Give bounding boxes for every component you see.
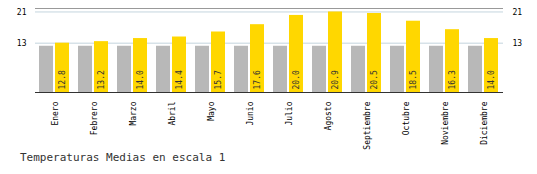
svg-text:Octubre: Octubre xyxy=(402,101,411,135)
svg-text:14.4: 14.4 xyxy=(175,70,184,89)
svg-text:Agosto: Agosto xyxy=(324,101,333,130)
svg-text:12.8: 12.8 xyxy=(58,70,67,89)
svg-text:Enero: Enero xyxy=(51,101,60,125)
svg-text:20.9: 20.9 xyxy=(331,70,340,89)
svg-text:Julio: Julio xyxy=(285,101,294,125)
svg-text:13: 13 xyxy=(17,39,27,48)
svg-text:20.0: 20.0 xyxy=(292,70,301,89)
svg-text:21: 21 xyxy=(17,8,27,17)
svg-text:Febrero: Febrero xyxy=(90,101,99,135)
svg-text:16.3: 16.3 xyxy=(448,70,457,89)
svg-text:Junio: Junio xyxy=(246,101,255,125)
svg-text:15.7: 15.7 xyxy=(214,70,223,89)
svg-text:17.6: 17.6 xyxy=(253,70,262,89)
svg-text:20.5: 20.5 xyxy=(370,70,379,89)
svg-text:Mayo: Mayo xyxy=(207,101,216,120)
svg-text:14.0: 14.0 xyxy=(136,70,145,89)
svg-text:Septiembre: Septiembre xyxy=(363,101,372,149)
svg-text:14.0: 14.0 xyxy=(487,70,496,89)
svg-text:Marzo: Marzo xyxy=(129,101,138,125)
svg-text:Noviembre: Noviembre xyxy=(441,101,450,145)
svg-text:13: 13 xyxy=(513,39,523,48)
svg-text:13.2: 13.2 xyxy=(97,70,106,89)
svg-text:Diciembre: Diciembre xyxy=(480,101,489,145)
html-text:Temperaturas Medias en escala: Temperaturas Medias en escala 1 xyxy=(20,151,226,164)
svg-text:Abril: Abril xyxy=(168,101,177,125)
svg-text:21: 21 xyxy=(513,8,523,17)
svg-text:18.5: 18.5 xyxy=(409,70,418,89)
